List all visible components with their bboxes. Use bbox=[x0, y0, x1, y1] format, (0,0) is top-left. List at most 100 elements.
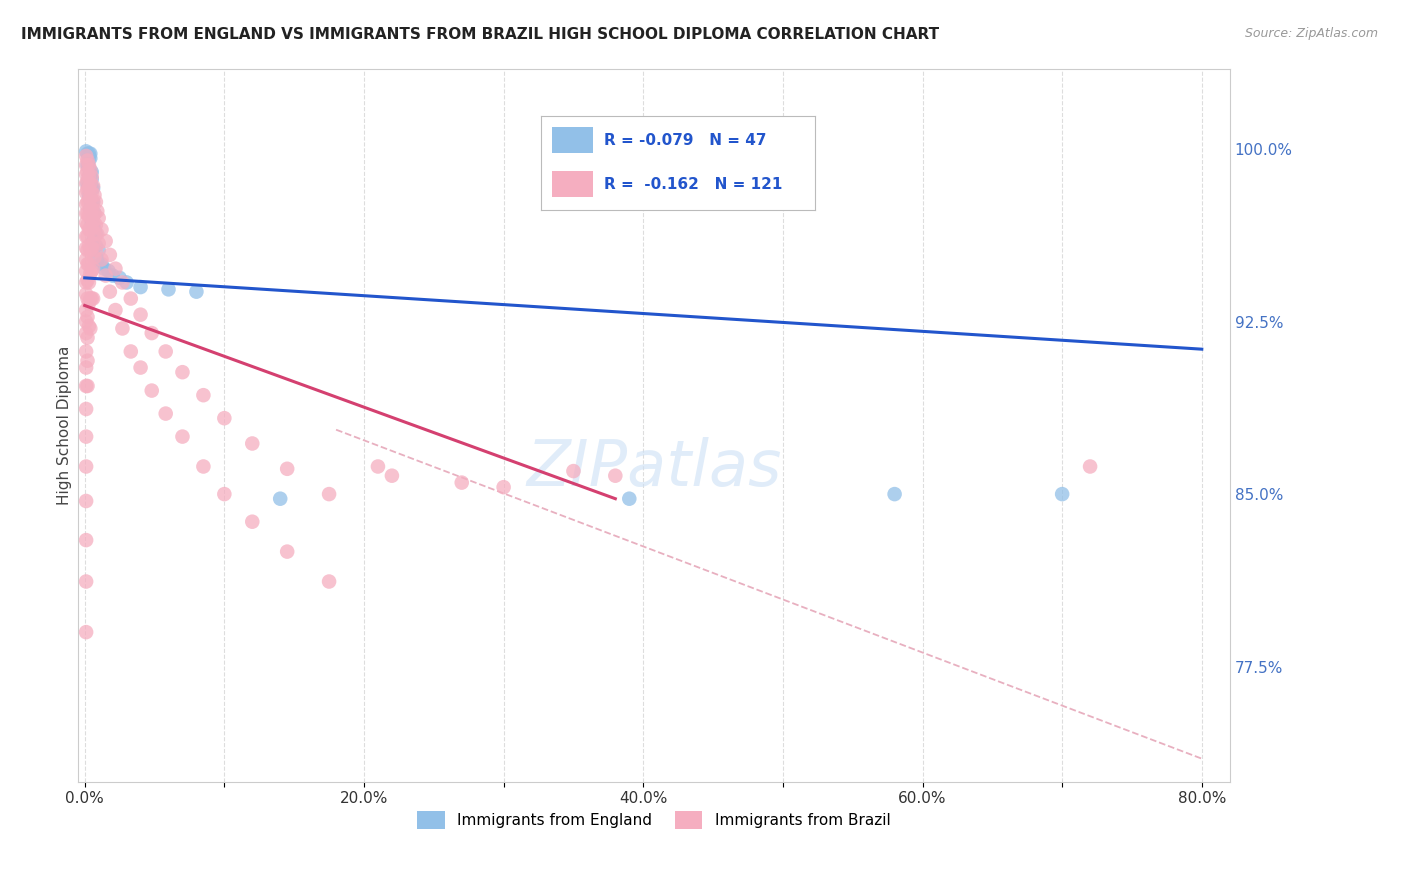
Point bbox=[214, 487, 236, 501]
Point bbox=[86, 204, 108, 219]
Point bbox=[79, 146, 101, 161]
Point bbox=[75, 287, 97, 301]
Point bbox=[76, 292, 98, 306]
Point bbox=[77, 169, 100, 184]
Point bbox=[75, 264, 97, 278]
Point bbox=[77, 296, 100, 310]
Text: ZIPatlas: ZIPatlas bbox=[526, 437, 782, 499]
Point bbox=[90, 222, 112, 236]
Point bbox=[79, 206, 101, 220]
Point bbox=[75, 145, 97, 159]
Point bbox=[193, 388, 215, 402]
Point bbox=[141, 384, 163, 398]
Text: R = -0.079   N = 47: R = -0.079 N = 47 bbox=[605, 133, 766, 148]
Point bbox=[76, 218, 98, 232]
Point bbox=[83, 206, 105, 220]
Point bbox=[82, 194, 104, 209]
Point bbox=[77, 169, 100, 184]
Point bbox=[115, 276, 138, 290]
Point bbox=[77, 238, 100, 252]
Point bbox=[80, 186, 103, 200]
Point bbox=[76, 165, 98, 179]
Point bbox=[82, 181, 104, 195]
Point bbox=[84, 244, 107, 258]
Point bbox=[98, 285, 121, 299]
Point bbox=[76, 273, 98, 287]
Point bbox=[186, 285, 208, 299]
Point bbox=[97, 264, 120, 278]
Point bbox=[83, 227, 105, 242]
Point bbox=[82, 261, 104, 276]
Point bbox=[276, 544, 298, 558]
Point bbox=[87, 236, 110, 251]
Point bbox=[82, 194, 104, 209]
Point bbox=[82, 213, 104, 227]
Point bbox=[75, 276, 97, 290]
Point bbox=[76, 158, 98, 172]
Point bbox=[75, 315, 97, 329]
Point bbox=[75, 229, 97, 244]
Point bbox=[80, 292, 103, 306]
Point bbox=[318, 487, 340, 501]
Point bbox=[120, 344, 142, 359]
Point bbox=[79, 151, 101, 165]
Point bbox=[80, 202, 103, 216]
Point bbox=[79, 162, 101, 177]
Point bbox=[141, 326, 163, 340]
Point bbox=[75, 252, 97, 267]
Y-axis label: High School Diploma: High School Diploma bbox=[58, 345, 72, 505]
Point bbox=[172, 365, 194, 379]
Point bbox=[75, 149, 97, 163]
Point bbox=[86, 252, 108, 267]
Point bbox=[75, 216, 97, 230]
Point bbox=[77, 181, 100, 195]
Point bbox=[77, 178, 100, 193]
Point bbox=[75, 303, 97, 318]
Point bbox=[82, 218, 104, 232]
Point bbox=[77, 158, 100, 172]
Point bbox=[79, 190, 101, 204]
Point bbox=[83, 206, 105, 220]
Point bbox=[605, 468, 627, 483]
Point bbox=[82, 234, 104, 248]
Point bbox=[86, 227, 108, 242]
Point bbox=[82, 292, 104, 306]
Point bbox=[76, 184, 98, 198]
Point bbox=[108, 271, 131, 285]
Point bbox=[269, 491, 291, 506]
Point bbox=[75, 177, 97, 191]
Point bbox=[111, 321, 134, 335]
Text: R =  -0.162   N = 121: R = -0.162 N = 121 bbox=[605, 177, 783, 192]
Point bbox=[75, 167, 97, 181]
Point bbox=[77, 319, 100, 334]
Point bbox=[76, 229, 98, 244]
Point bbox=[76, 174, 98, 188]
Point bbox=[155, 407, 177, 421]
Point bbox=[75, 574, 97, 589]
Point bbox=[76, 379, 98, 393]
Point bbox=[80, 194, 103, 209]
Point bbox=[76, 194, 98, 209]
Point bbox=[492, 480, 515, 494]
Point bbox=[101, 268, 124, 283]
Point bbox=[79, 178, 101, 193]
Point bbox=[76, 177, 98, 191]
Point bbox=[77, 146, 100, 161]
Point bbox=[94, 234, 117, 248]
Point bbox=[129, 280, 152, 294]
Point bbox=[76, 353, 98, 368]
Point bbox=[75, 459, 97, 474]
Point bbox=[172, 429, 194, 443]
Point bbox=[80, 172, 103, 186]
Point bbox=[75, 344, 97, 359]
Point bbox=[367, 459, 389, 474]
Point bbox=[76, 257, 98, 271]
Point bbox=[87, 211, 110, 225]
Bar bbox=[553, 128, 593, 153]
Point bbox=[276, 462, 298, 476]
Point bbox=[75, 533, 97, 548]
Point bbox=[84, 194, 107, 209]
Text: IMMIGRANTS FROM ENGLAND VS IMMIGRANTS FROM BRAZIL HIGH SCHOOL DIPLOMA CORRELATIO: IMMIGRANTS FROM ENGLAND VS IMMIGRANTS FR… bbox=[21, 27, 939, 42]
Point bbox=[75, 197, 97, 211]
Point bbox=[129, 360, 152, 375]
